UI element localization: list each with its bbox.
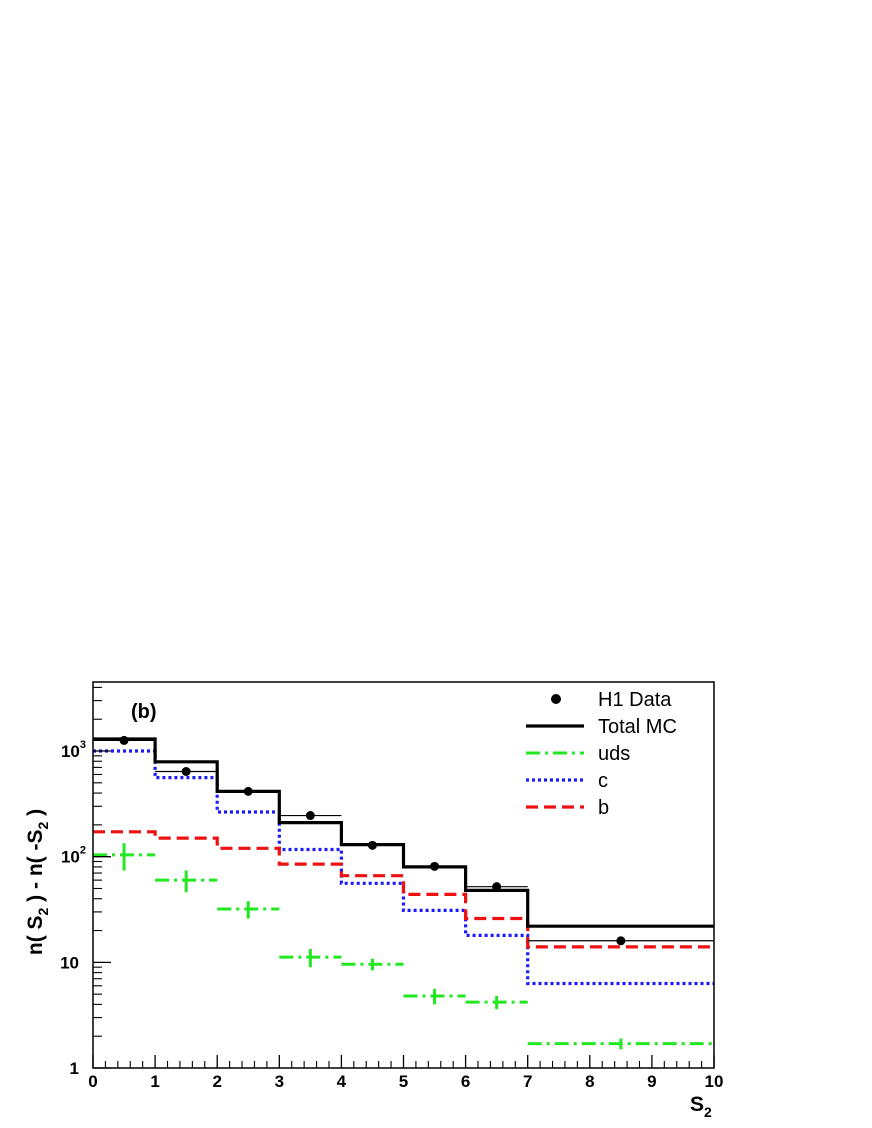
legend-label: Total MC xyxy=(598,716,677,738)
data-point xyxy=(465,882,528,892)
y-tick-base: 10 xyxy=(61,742,80,761)
x-tick-label: 2 xyxy=(212,1072,221,1091)
legend-entry: H1 Data xyxy=(551,689,672,711)
uds-point xyxy=(341,958,404,971)
y-tick-exp: 2 xyxy=(80,845,86,857)
x-tick-label: 1 xyxy=(150,1072,159,1091)
hist-c xyxy=(93,749,714,986)
uds-point xyxy=(527,1038,714,1050)
y-tick-label: 10 xyxy=(60,953,79,972)
data-point xyxy=(341,840,404,850)
x-tick-label: 3 xyxy=(275,1072,284,1091)
y-axis-label-p3: ) xyxy=(24,809,47,822)
data-point xyxy=(279,811,342,821)
plot-layer xyxy=(93,735,714,1050)
x-axis-label-sub: 2 xyxy=(704,1104,712,1120)
legend-entry: uds xyxy=(526,743,630,765)
uds-point xyxy=(465,996,528,1010)
y-tick-base: 10 xyxy=(60,953,79,972)
legend: H1 Data Total MC uds cb xyxy=(526,689,677,819)
legend-label: b xyxy=(598,797,609,819)
x-tick-label: 8 xyxy=(585,1072,594,1091)
data-marker xyxy=(616,936,626,946)
panel-label: (b) xyxy=(131,701,157,723)
hist-b xyxy=(93,830,714,949)
x-tick-label: 7 xyxy=(523,1072,532,1091)
data-marker xyxy=(367,840,377,850)
data-marker xyxy=(181,766,191,776)
data-marker xyxy=(305,811,315,821)
x-tick-label: 4 xyxy=(337,1072,347,1091)
x-tick-label: 10 xyxy=(705,1072,724,1091)
x-tick-label: 0 xyxy=(88,1072,97,1091)
x-tick-label: 5 xyxy=(399,1072,408,1091)
y-tick-exp: 3 xyxy=(80,739,86,751)
uds-point xyxy=(93,843,156,871)
y-axis-label-s2: 2 xyxy=(35,822,51,830)
data-point xyxy=(217,786,280,796)
legend-label: c xyxy=(598,770,608,792)
data-marker xyxy=(430,861,440,871)
y-axis-label-p2: ) - n( -S xyxy=(24,830,47,908)
data-marker xyxy=(492,882,502,892)
uds-point xyxy=(217,901,280,919)
data-point xyxy=(403,861,466,871)
x-axis-label-base: S xyxy=(690,1093,704,1116)
y-tick-base: 1 xyxy=(70,1059,79,1078)
y-tick-label: 102 xyxy=(61,845,86,867)
uds-point xyxy=(403,988,466,1005)
data-marker xyxy=(243,786,253,796)
legend-entry: b xyxy=(526,797,609,819)
legend-entry: c xyxy=(526,770,608,792)
legend-marker xyxy=(551,694,561,704)
y-axis-label-p1: n( S xyxy=(24,915,47,955)
y-tick-label: 1 xyxy=(70,1059,79,1078)
data-point xyxy=(155,766,218,776)
data-marker xyxy=(119,735,129,745)
y-axis-label-s1: 2 xyxy=(35,907,51,915)
uds-point xyxy=(279,948,342,968)
data-point xyxy=(527,936,714,946)
uds-point xyxy=(155,870,218,893)
data-point xyxy=(93,735,156,745)
x-axis-label: S2 xyxy=(690,1093,712,1120)
x-tick-label: 9 xyxy=(647,1072,656,1091)
y-tick-label: 103 xyxy=(61,739,86,761)
y-tick-base: 10 xyxy=(61,848,80,867)
y-axis-label: n( S2 ) - n( -S2 ) xyxy=(24,809,51,955)
legend-label: H1 Data xyxy=(598,689,672,711)
x-tick-label: 6 xyxy=(461,1072,470,1091)
legend-label: uds xyxy=(598,743,630,765)
legend-entry: Total MC xyxy=(526,716,677,738)
